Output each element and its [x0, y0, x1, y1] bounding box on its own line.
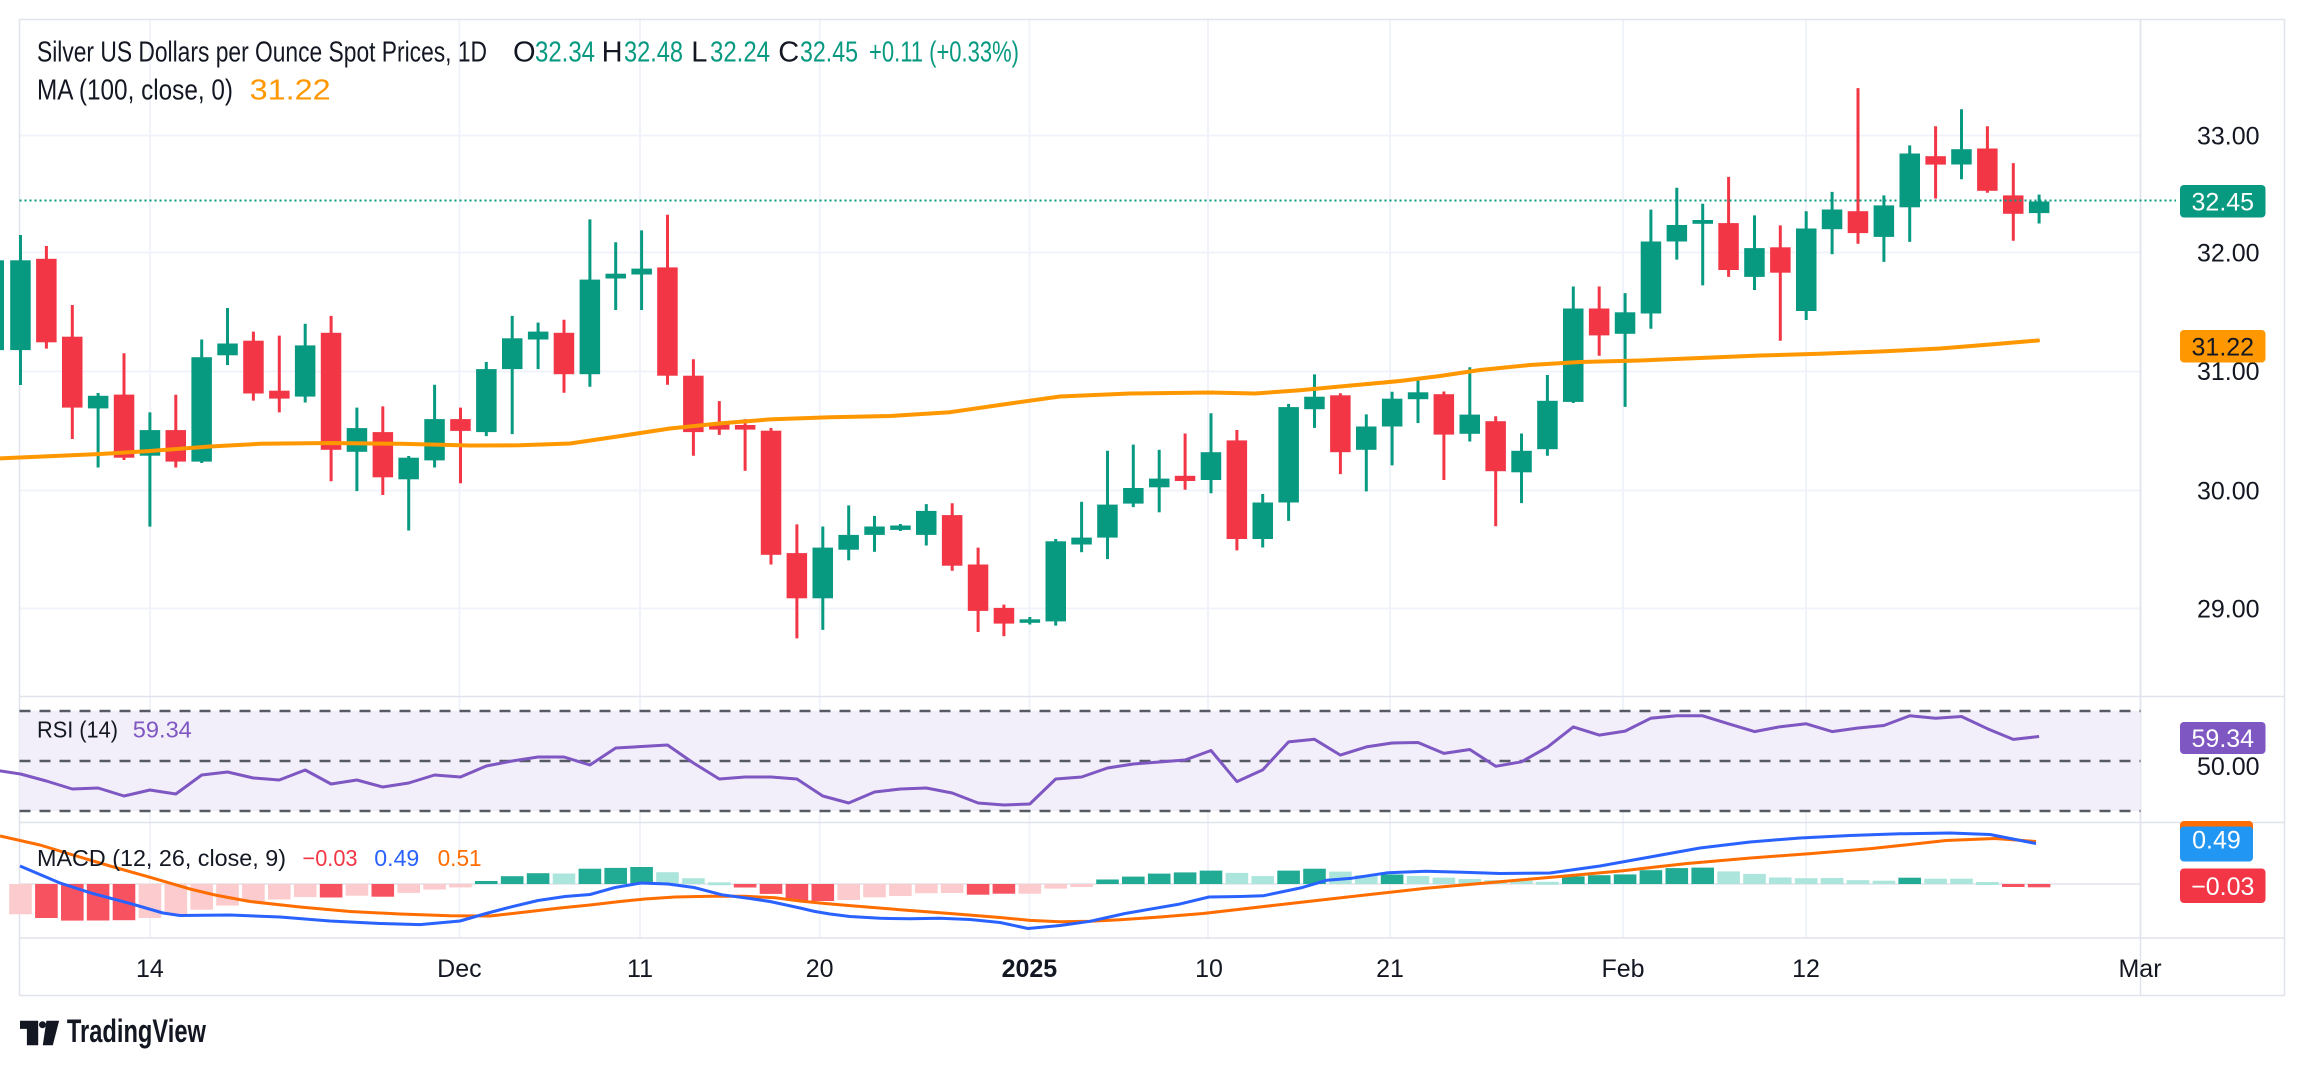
svg-text:RSI (14): RSI (14): [37, 717, 118, 743]
svg-text:MA (100, close, 0): MA (100, close, 0): [37, 75, 233, 107]
svg-text:L: L: [691, 37, 707, 69]
svg-text:32.45: 32.45: [800, 37, 858, 69]
svg-text:31.00: 31.00: [2197, 358, 2260, 386]
svg-text:Mar: Mar: [2118, 955, 2161, 983]
svg-text:11: 11: [627, 955, 653, 983]
svg-text:32.45: 32.45: [2192, 188, 2255, 216]
svg-text:0.49: 0.49: [374, 845, 419, 871]
svg-text:MACD (12, 26, close, 9): MACD (12, 26, close, 9): [37, 845, 286, 871]
svg-text:TradingView: TradingView: [67, 1013, 206, 1049]
svg-text:50.00: 50.00: [2197, 753, 2260, 781]
svg-text:12: 12: [1792, 955, 1820, 983]
svg-text:−0.03: −0.03: [303, 845, 358, 871]
svg-text:10: 10: [1195, 955, 1223, 983]
svg-text:31.22: 31.22: [2192, 333, 2255, 361]
svg-text:30.00: 30.00: [2197, 478, 2260, 506]
svg-text:+0.11 (+0.33%): +0.11 (+0.33%): [869, 37, 1019, 69]
svg-text:14: 14: [136, 955, 164, 983]
svg-text:H: H: [602, 37, 623, 69]
svg-text:0.51: 0.51: [438, 845, 482, 871]
svg-text:59.34: 59.34: [2192, 725, 2255, 753]
svg-text:Silver US Dollars per Ounce Sp: Silver US Dollars per Ounce Spot Prices,…: [37, 37, 487, 69]
svg-text:2025: 2025: [1002, 955, 1058, 983]
svg-text:32.24: 32.24: [710, 37, 770, 69]
svg-text:32.48: 32.48: [624, 37, 683, 69]
svg-text:20: 20: [806, 955, 834, 983]
svg-text:32.34: 32.34: [535, 37, 595, 69]
svg-text:C: C: [778, 37, 799, 69]
svg-text:29.00: 29.00: [2197, 596, 2260, 624]
svg-text:21: 21: [1376, 955, 1404, 983]
svg-text:−0.03: −0.03: [2191, 873, 2254, 901]
svg-text:0.49: 0.49: [2192, 827, 2241, 855]
svg-text:59.34: 59.34: [133, 717, 192, 743]
svg-text:32.00: 32.00: [2197, 240, 2260, 268]
svg-text:31.22: 31.22: [250, 75, 331, 107]
svg-text:Feb: Feb: [1601, 955, 1644, 983]
svg-text:33.00: 33.00: [2197, 123, 2260, 151]
svg-text:Dec: Dec: [437, 955, 481, 983]
svg-text:O: O: [513, 37, 536, 69]
